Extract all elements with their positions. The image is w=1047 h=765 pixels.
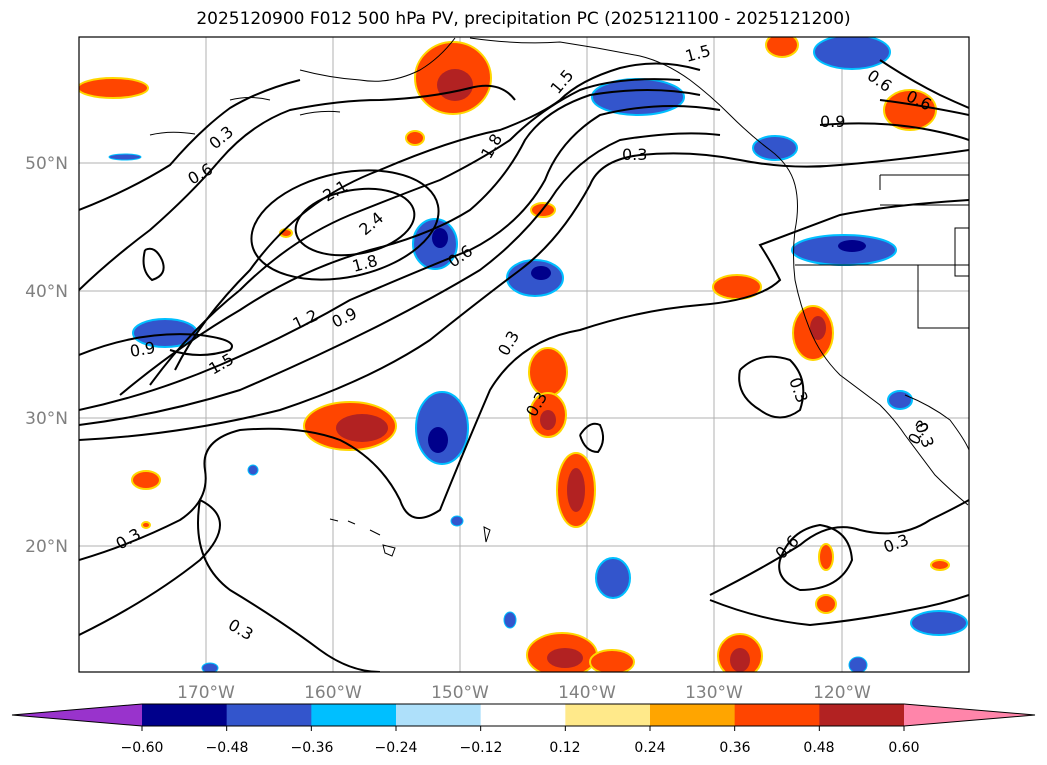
colorbar-segments — [11, 703, 1036, 727]
colorbar: −0.60 −0.48 −0.36 −0.24 −0.12 0.12 0.24 … — [11, 703, 1036, 756]
lat-label: 30°N — [25, 409, 68, 429]
lon-label: 120°W — [813, 683, 871, 703]
map-frame — [78, 36, 970, 673]
gridlines — [79, 37, 969, 672]
contour-label: 0.9 — [128, 338, 156, 361]
colorbar-segment — [311, 704, 397, 726]
map-title: 2025120900 F012 500 hPa PV, precipitatio… — [196, 9, 851, 29]
latitude-labels: 50°N 40°N 30°N 20°N — [25, 154, 68, 557]
colorbar-segment — [650, 704, 736, 726]
colorbar-segment — [396, 704, 482, 726]
colorbar-segment — [565, 704, 651, 726]
colorbar-tick-label: 0.48 — [803, 740, 834, 756]
colorbar-segment — [819, 704, 905, 726]
coastlines — [149, 37, 969, 557]
precip-negative — [108, 37, 968, 672]
lon-label: 160°W — [304, 683, 362, 703]
pv-contours — [79, 59, 969, 672]
colorbar-tick-label: −0.12 — [460, 740, 503, 756]
lat-label: 50°N — [25, 154, 68, 174]
colorbar-tick-labels: −0.60 −0.48 −0.36 −0.24 −0.12 0.12 0.24 … — [121, 740, 920, 756]
colorbar-tick-label: −0.24 — [375, 740, 418, 756]
lon-label: 130°W — [685, 683, 743, 703]
contour-label: 0.3 — [622, 145, 647, 164]
colorbar-tick-label: 0.60 — [888, 740, 919, 756]
colorbar-segment — [480, 704, 566, 726]
colorbar-extend-high — [904, 704, 1035, 726]
precip-positive — [79, 37, 950, 672]
lon-label: 150°W — [431, 683, 489, 703]
colorbar-tick-label: −0.48 — [206, 740, 249, 756]
colorbar-segment — [142, 704, 228, 726]
lon-label: 140°W — [558, 683, 616, 703]
colorbar-tick-label: −0.60 — [121, 740, 164, 756]
colorbar-tick-label: 0.12 — [549, 740, 580, 756]
colorbar-segment — [734, 704, 820, 726]
contour-label: 0.9 — [820, 112, 845, 131]
colorbar-tick-marks — [141, 726, 905, 731]
lon-label: 170°W — [177, 683, 235, 703]
colorbar-tick-label: −0.36 — [291, 740, 334, 756]
lat-label: 20°N — [25, 537, 68, 557]
colorbar-tick-label: 0.24 — [634, 740, 665, 756]
colorbar-extend-low — [12, 704, 142, 726]
lat-label: 40°N — [25, 282, 68, 302]
colorbar-segment — [226, 704, 312, 726]
longitude-labels: 170°W 160°W 150°W 140°W 130°W 120°W — [177, 683, 871, 703]
colorbar-tick-label: 0.36 — [719, 740, 750, 756]
